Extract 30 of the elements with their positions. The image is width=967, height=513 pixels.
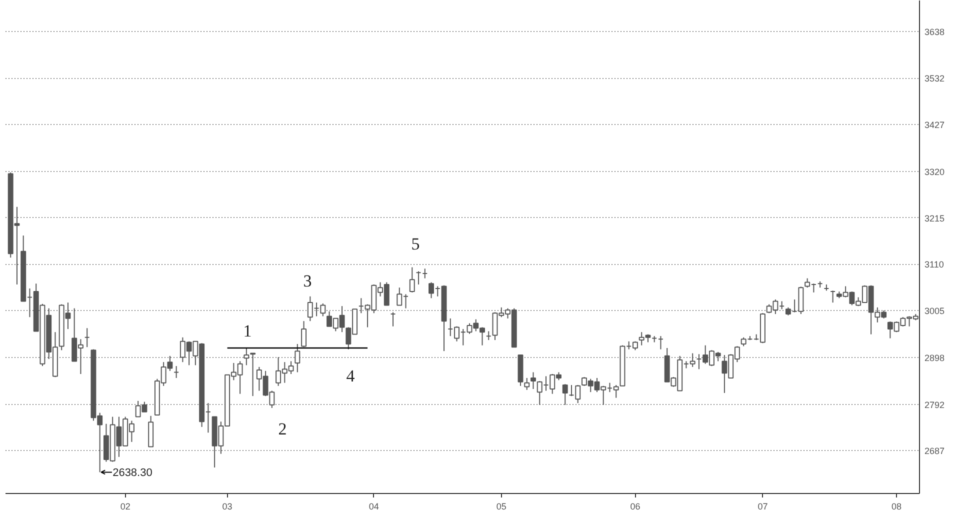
y-tick-label: 3532 [924,74,945,84]
annotation: 2638.30 [112,467,152,480]
candlestick [562,384,568,406]
x-tick-label: 03 [222,502,232,512]
y-tick-label: 3005 [924,306,945,316]
annotation: 5 [411,234,420,254]
x-tick-label: 02 [120,502,130,512]
y-tick-label: 2898 [924,353,945,364]
candlestick [409,266,415,293]
annotation: 1 [243,322,252,340]
x-tick-label: 07 [758,502,768,512]
annotation: 2 [278,420,287,438]
y-tick-label: 3638 [924,26,945,37]
y-tick-label: 3110 [924,260,944,270]
y-tick-label: 3427 [924,120,945,130]
y-tick-label: 3320 [924,167,945,178]
candlestick [524,377,530,390]
x-tick-label: 06 [630,502,640,512]
candlestick [301,320,307,348]
candlestick [530,372,536,390]
y-tick-label: 3215 [924,213,945,224]
y-tick-label: 2792 [924,400,945,410]
annotation: 3 [303,272,312,290]
annotation: 4 [346,366,356,386]
x-tick-label: 05 [496,502,506,512]
x-tick-label: 08 [892,502,902,512]
x-tick-label: 04 [368,502,379,512]
candlestick [244,347,250,366]
candlestick [294,344,300,373]
y-tick-label: 2687 [924,446,945,456]
